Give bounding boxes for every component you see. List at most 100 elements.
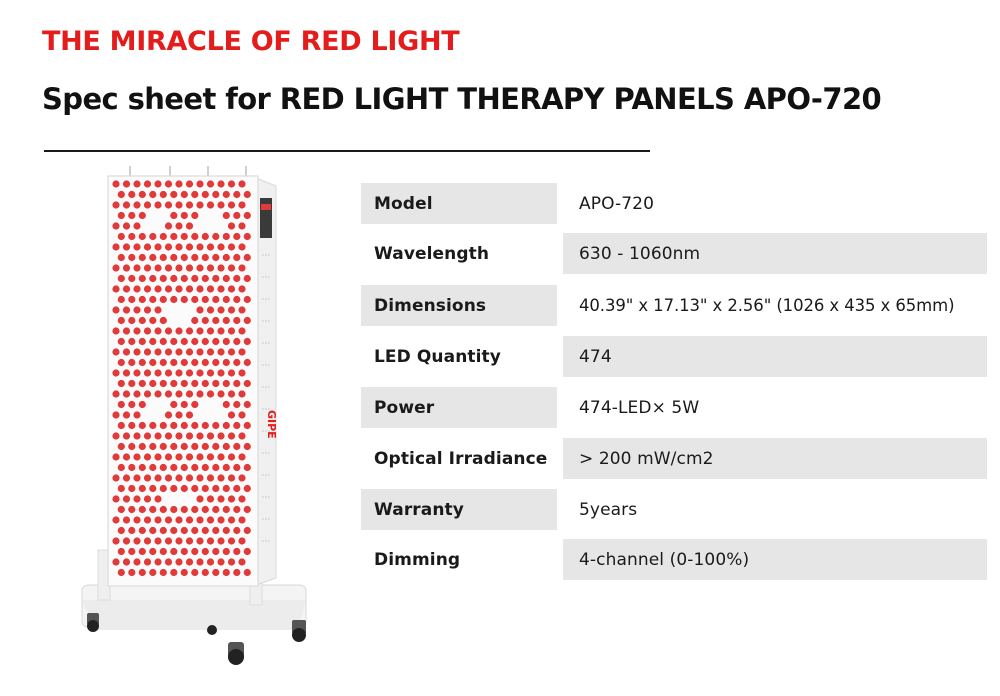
led-dot [138,211,146,220]
led-dot [175,411,183,419]
led-dot [170,526,178,535]
led-dot [217,264,225,272]
led-dot [138,568,146,577]
led-dot [133,516,141,524]
led-dot [196,180,204,188]
led-dot [149,484,157,493]
led-dot [164,432,173,440]
led-dot [196,369,204,377]
led-dot [243,505,251,514]
led-dot [159,421,167,430]
vent-dot [262,430,264,432]
led-dot [133,348,141,356]
led-dot [122,432,131,440]
vent-dot [265,496,267,498]
led-dot [143,453,152,461]
led-dot [191,526,199,535]
led-dot [222,547,230,556]
led-dot [185,537,194,545]
led-dot [117,358,125,367]
led-dot [112,411,120,419]
led-dot [212,505,220,514]
led-dot [238,516,246,524]
led-dot [222,421,230,430]
led-dot [222,253,230,262]
led-dot [138,505,146,514]
led-dot [138,484,146,493]
led-dot [149,547,157,556]
led-dot [112,306,120,314]
led-dot [185,264,194,272]
led-dot [243,379,251,388]
led-dot [212,526,220,535]
led-dot [212,337,220,346]
led-dot [243,547,251,556]
led-dot [227,516,236,524]
led-dot [143,243,152,251]
spec-value: 40.39" x 17.13" x 2.56" (1026 x 435 x 65… [579,296,955,315]
led-dot [238,495,246,503]
led-dot [122,243,131,251]
led-dot [175,537,183,545]
led-dot [154,348,162,356]
led-dot [170,295,178,304]
vent-dot [268,364,270,366]
led-dot [133,411,141,419]
led-dot [243,526,251,535]
led-dot [143,516,152,524]
led-dot [154,495,162,503]
led-dot [149,379,157,388]
led-dot [222,316,230,325]
spec-label: Dimming [374,549,461,570]
led-dot [238,453,246,461]
led-dot [191,400,199,409]
led-dot [117,232,125,241]
led-dot [133,432,141,440]
led-dot [227,285,236,293]
led-dot [175,558,183,566]
led-dot [206,453,215,461]
vent-dot [265,518,267,520]
vent-dot [265,540,267,542]
led-dot [212,274,220,283]
vent-dot [265,386,267,388]
led-dot [122,495,131,503]
led-dot [170,337,178,346]
led-dot [191,337,199,346]
led-dot [133,201,141,209]
spec-label: Model [361,183,557,224]
led-dot [159,295,167,304]
led-dot [206,558,215,566]
vent-dot [268,408,270,410]
led-dot [133,180,141,188]
led-dot [164,327,173,335]
led-dot [138,421,146,430]
led-dot [133,369,141,377]
led-dot [217,201,225,209]
vent-dot [262,408,264,410]
led-dot [164,243,173,251]
vent-dot [265,408,267,410]
led-dot [175,390,183,398]
led-dot [185,222,194,230]
vent-dot [268,320,270,322]
led-dot [128,421,136,430]
led-dot [212,379,220,388]
led-dot [128,442,136,451]
led-dot [112,264,120,272]
led-dot [154,558,162,566]
led-dot [164,264,173,272]
led-dot [170,274,178,283]
led-dot [222,274,230,283]
led-dot [154,474,162,482]
led-dot [133,285,141,293]
vent-dot [262,452,264,454]
led-dot [238,243,246,251]
led-dot [122,453,131,461]
red-light-panel-icon: GIPE [81,166,307,665]
led-dot [180,484,188,493]
led-dot [117,442,125,451]
led-dot [112,285,120,293]
led-dot [128,463,136,472]
led-dot [196,453,204,461]
